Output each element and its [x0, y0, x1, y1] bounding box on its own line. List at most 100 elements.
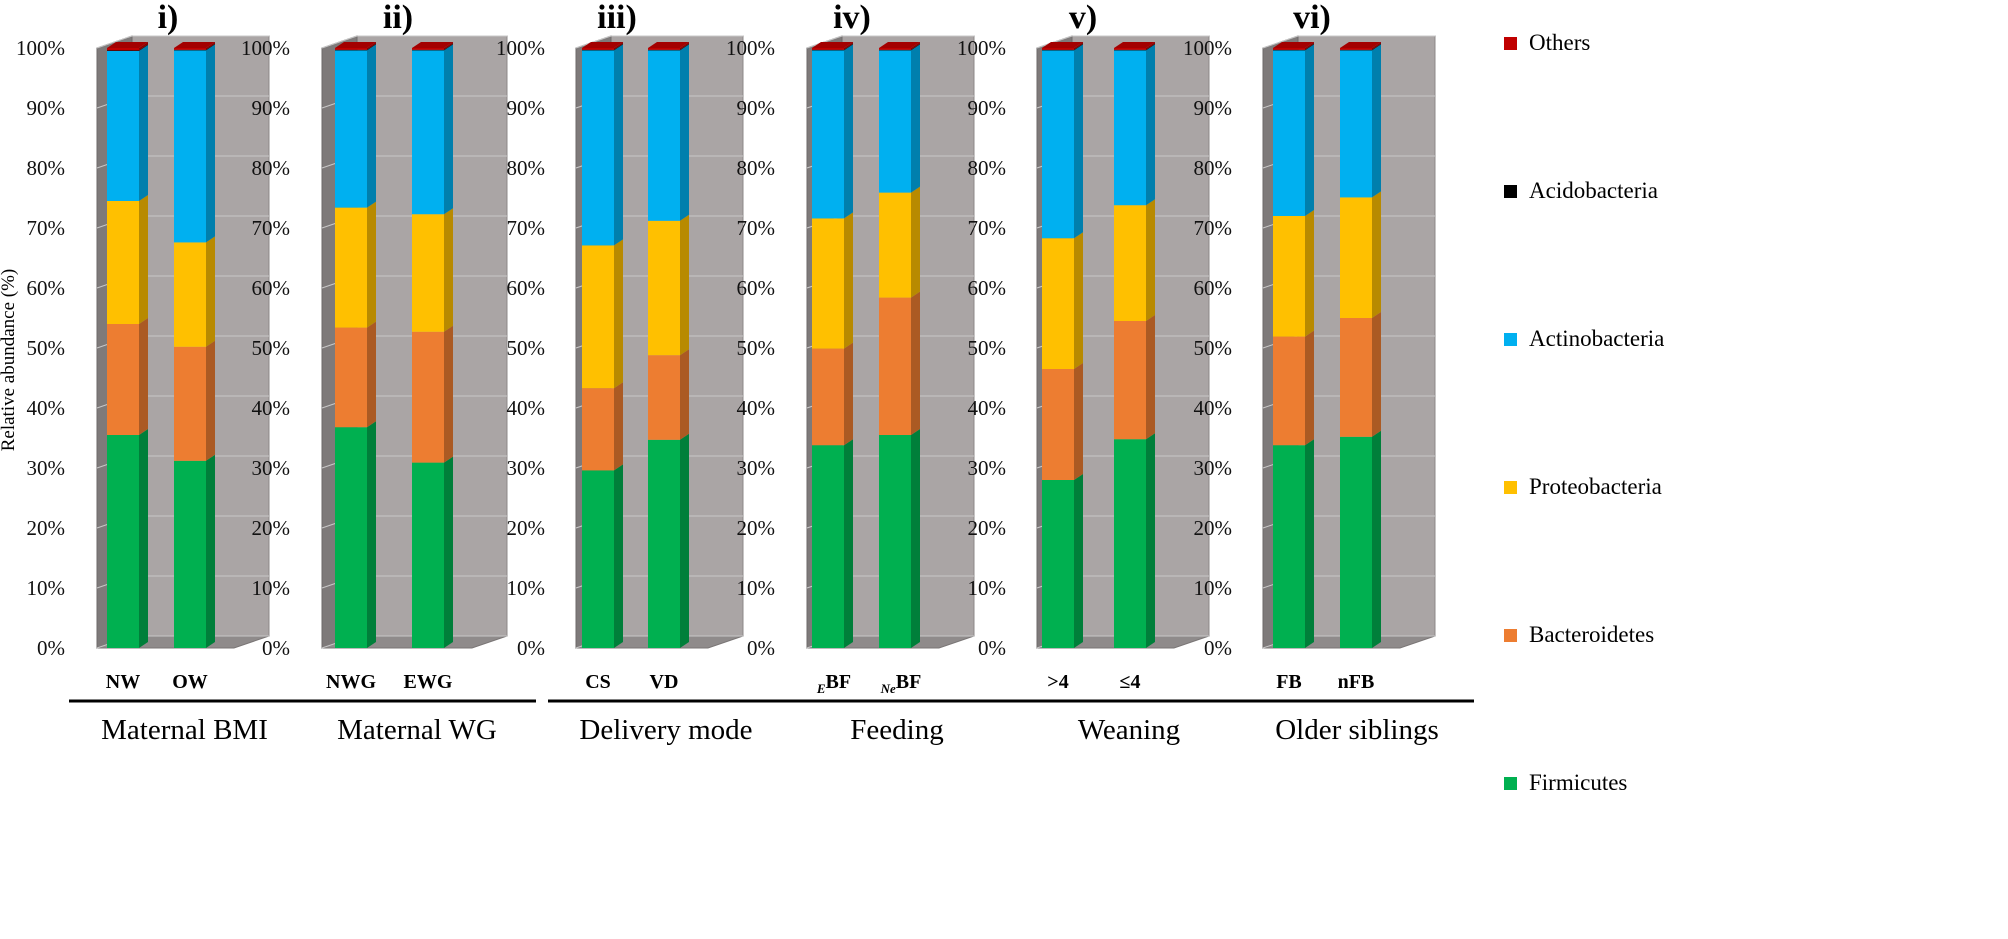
- y-tick-label: 100%: [1183, 36, 1232, 60]
- bar-segment: [412, 42, 453, 50]
- bar-segment: [812, 44, 853, 219]
- bar-side: [444, 208, 453, 332]
- bar-front: [1114, 49, 1146, 51]
- bar-segment: [1114, 43, 1155, 51]
- y-tick-label: 90%: [507, 96, 546, 120]
- y-tick-label: 100%: [957, 36, 1006, 60]
- bar-segment: [174, 236, 215, 347]
- bar-top: [1340, 42, 1381, 48]
- bar-front: [648, 220, 680, 356]
- bar-side: [1305, 43, 1314, 51]
- legend-item: Firmicutes: [1504, 770, 1627, 795]
- legend-item: Others: [1504, 30, 1590, 55]
- bar-side: [1372, 42, 1381, 50]
- bar-segment: [582, 239, 623, 389]
- bar-front: [107, 435, 139, 648]
- bar-segment: [879, 44, 920, 193]
- y-tick-label: 50%: [968, 336, 1007, 360]
- bar-segment: [174, 42, 215, 50]
- y-tick-label: 90%: [968, 96, 1007, 120]
- y-tick-label: 40%: [252, 396, 291, 420]
- legend-item: Bacteroidetes: [1504, 622, 1654, 647]
- legend-item: Proteobacteria: [1504, 474, 1662, 499]
- panel-1: 0% 10% 20% 30% 40% 50% 60% 70% 80% 90% 100% NW OW i) M…: [16, 0, 300, 746]
- bar-front: [812, 48, 844, 50]
- group-label: Feeding: [850, 714, 943, 746]
- bar-side: [444, 43, 453, 51]
- bar-side: [844, 42, 853, 50]
- bar-segment: [1114, 42, 1155, 50]
- bar-segment: [582, 42, 623, 50]
- category-label: NWG: [326, 671, 376, 693]
- bar-front: [648, 49, 680, 51]
- y-tick-label: 30%: [27, 456, 66, 480]
- bar-segment: [1042, 232, 1083, 369]
- panel-title: i): [158, 0, 179, 36]
- bar-front: [1273, 48, 1305, 50]
- bar-segment: [174, 340, 215, 461]
- bar-front: [1042, 369, 1074, 480]
- bar-top: [1273, 42, 1314, 48]
- bar-segment: [412, 43, 453, 51]
- y-tick-label: 30%: [737, 456, 776, 480]
- bar-front: [1042, 238, 1074, 369]
- bar-top: [107, 42, 148, 48]
- bar-front: [879, 50, 911, 193]
- bar-side: [614, 382, 623, 471]
- bar-front: [412, 214, 444, 332]
- group-label: Maternal WG: [337, 714, 497, 746]
- y-tick-label: 10%: [27, 576, 66, 600]
- bar-front: [1042, 48, 1074, 50]
- bar-side: [680, 42, 689, 50]
- y-tick-label: 70%: [1194, 216, 1233, 240]
- bar-front: [1114, 439, 1146, 648]
- bar-segment: [648, 214, 689, 356]
- bar-front: [335, 48, 367, 50]
- y-tick-label: 20%: [252, 516, 291, 540]
- bar-front: [335, 327, 367, 428]
- bar-segment: [1273, 43, 1314, 51]
- y-tick-label: 60%: [27, 276, 66, 300]
- y-tick-label: 20%: [27, 516, 66, 540]
- bar-side: [614, 42, 623, 50]
- bar-front: [412, 48, 444, 50]
- bar-front: [879, 49, 911, 51]
- bar-segment: [812, 212, 853, 349]
- bar-segment: [1042, 363, 1083, 480]
- y-tick-label: 90%: [737, 96, 776, 120]
- bar-side: [1146, 433, 1155, 648]
- bar-front: [812, 348, 844, 446]
- bar-front: [648, 50, 680, 221]
- bar-top: [648, 42, 689, 48]
- bar-front: [582, 49, 614, 51]
- category-label: VD: [650, 671, 679, 693]
- bar-segment: [879, 42, 920, 50]
- bar-front: [1114, 205, 1146, 321]
- bar-segment: [107, 318, 148, 435]
- panel-6: 0% 10% 20% 30% 40% 50% 60% 70% 80% 90% 100% FB nFB vi…: [1183, 0, 1474, 746]
- bar-segment: [812, 43, 853, 51]
- y-tick-label: 40%: [507, 396, 546, 420]
- bar-side: [680, 433, 689, 648]
- bar-side: [139, 429, 148, 648]
- group-label: Delivery mode: [579, 714, 752, 746]
- bar-side: [1146, 315, 1155, 440]
- bar-side: [444, 325, 453, 463]
- bar-side: [1074, 42, 1083, 50]
- bar-side: [1146, 43, 1155, 51]
- y-tick-label: 50%: [1194, 336, 1233, 360]
- bar-side: [614, 464, 623, 648]
- panel-title: iii): [597, 0, 637, 36]
- bar-front: [582, 245, 614, 389]
- bar-side: [680, 349, 689, 440]
- bar-front: [107, 50, 139, 51]
- bar-front: [174, 48, 206, 50]
- category-label: >4: [1047, 671, 1068, 693]
- legend-swatch: [1504, 37, 1517, 50]
- bar-front: [335, 49, 367, 51]
- bar-segment: [582, 43, 623, 51]
- bar-top: [335, 42, 376, 48]
- bar-top: [879, 42, 920, 48]
- bar-front: [1114, 48, 1146, 50]
